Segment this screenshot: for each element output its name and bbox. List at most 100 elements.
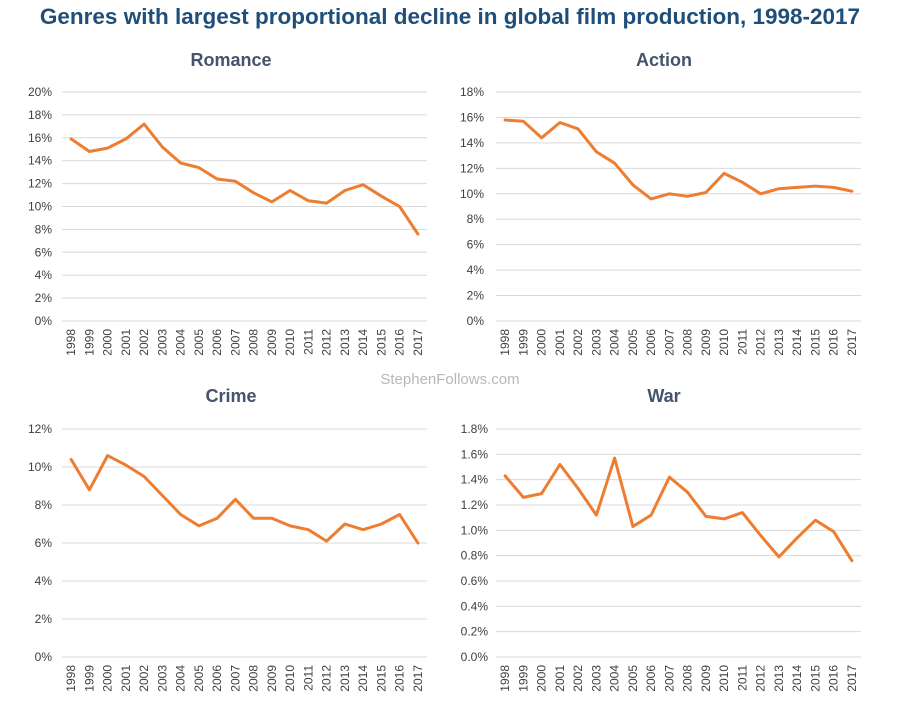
x-tick-label: 2009 bbox=[265, 329, 279, 356]
x-tick-label: 2005 bbox=[192, 665, 206, 692]
y-tick-label: 1.4% bbox=[461, 473, 489, 487]
x-tick-label: 2016 bbox=[827, 329, 841, 356]
y-tick-label: 14% bbox=[28, 154, 52, 168]
series-line bbox=[69, 454, 420, 545]
x-tick-label: 2015 bbox=[808, 665, 822, 692]
x-tick-label: 2001 bbox=[553, 329, 567, 356]
chart-title: War bbox=[647, 386, 680, 406]
y-tick-label: 20% bbox=[28, 85, 52, 99]
y-tick-label: 1.0% bbox=[461, 523, 489, 537]
x-tick-label: 2008 bbox=[681, 665, 695, 692]
x-tick-label: 1998 bbox=[498, 329, 512, 356]
x-tick-label: 2008 bbox=[247, 329, 261, 356]
x-tick-label: 2003 bbox=[155, 665, 169, 692]
chart-title: Romance bbox=[190, 50, 271, 70]
x-tick-label: 2015 bbox=[374, 665, 388, 692]
chart-crime: Crime 0% 2% 4% 6% 8% 10% 12% 1998 1999 2000 2001 200… bbox=[28, 386, 427, 692]
x-tick-label: 2017 bbox=[411, 329, 425, 356]
x-tick-label: 2005 bbox=[192, 329, 206, 356]
y-tick-label: 8% bbox=[35, 498, 53, 512]
x-tick-label: 1999 bbox=[82, 665, 96, 692]
y-tick-label: 0% bbox=[35, 650, 53, 664]
x-tick-label: 2016 bbox=[827, 665, 841, 692]
x-tick-label: 2004 bbox=[608, 665, 622, 692]
y-tick-label: 16% bbox=[28, 131, 52, 145]
y-tick-label: 1.6% bbox=[461, 447, 489, 461]
x-tick-label: 2014 bbox=[356, 665, 370, 692]
x-tick-label: 2002 bbox=[571, 329, 585, 356]
x-tick-label: 2006 bbox=[210, 665, 224, 692]
x-tick-label: 2013 bbox=[338, 329, 352, 356]
x-tick-label: 2012 bbox=[320, 329, 334, 356]
x-tick-label: 2004 bbox=[174, 665, 188, 692]
x-tick-label: 2013 bbox=[338, 665, 352, 692]
y-tick-label: 8% bbox=[35, 222, 53, 236]
x-tick-label: 2006 bbox=[644, 329, 658, 356]
y-tick-label: 2% bbox=[467, 289, 485, 303]
series-line bbox=[503, 118, 854, 201]
x-tick-label: 2007 bbox=[228, 329, 242, 356]
y-tick-label: 0.8% bbox=[461, 549, 489, 563]
x-tick-label: 2011 bbox=[735, 329, 749, 355]
x-tick-label: 2013 bbox=[772, 665, 786, 692]
y-tick-label: 6% bbox=[35, 536, 53, 550]
x-tick-label: 2012 bbox=[754, 665, 768, 692]
x-tick-label: 1998 bbox=[64, 329, 78, 356]
x-tick-label: 2014 bbox=[790, 329, 804, 356]
x-tick-label: 2001 bbox=[119, 665, 133, 692]
x-tick-label: 2008 bbox=[681, 329, 695, 356]
y-tick-label: 2% bbox=[35, 291, 53, 305]
x-tick-label: 1999 bbox=[82, 329, 96, 356]
x-tick-label: 2016 bbox=[393, 665, 407, 692]
x-tick-label: 2002 bbox=[137, 665, 151, 692]
x-tick-label: 2000 bbox=[101, 665, 115, 692]
x-tick-label: 2015 bbox=[374, 329, 388, 356]
y-tick-label: 16% bbox=[460, 110, 484, 124]
y-tick-label: 0.0% bbox=[461, 650, 489, 664]
y-tick-label: 18% bbox=[460, 85, 484, 99]
x-tick-label: 2017 bbox=[845, 329, 859, 356]
y-tick-label: 0.2% bbox=[461, 625, 489, 639]
y-tick-label: 6% bbox=[467, 238, 485, 252]
y-tick-label: 10% bbox=[460, 187, 484, 201]
x-tick-label: 2012 bbox=[320, 665, 334, 692]
x-tick-label: 2002 bbox=[571, 665, 585, 692]
x-tick-label: 2000 bbox=[535, 329, 549, 356]
x-tick-label: 2011 bbox=[301, 329, 315, 355]
y-tick-label: 12% bbox=[28, 177, 52, 191]
x-tick-label: 2014 bbox=[790, 665, 804, 692]
x-tick-label: 2013 bbox=[772, 329, 786, 356]
y-tick-label: 14% bbox=[460, 136, 484, 150]
x-tick-label: 2007 bbox=[228, 665, 242, 692]
x-tick-label: 2003 bbox=[155, 329, 169, 356]
series-line bbox=[69, 122, 420, 236]
y-tick-label: 0.4% bbox=[461, 599, 489, 613]
x-tick-label: 2010 bbox=[283, 329, 297, 356]
x-tick-label: 2017 bbox=[845, 665, 859, 692]
x-tick-label: 2007 bbox=[662, 665, 676, 692]
y-tick-label: 4% bbox=[467, 263, 485, 277]
x-tick-label: 2003 bbox=[589, 665, 603, 692]
x-tick-label: 2003 bbox=[589, 329, 603, 356]
y-tick-label: 4% bbox=[35, 574, 53, 588]
chart-action: Action 0% 2% 4% 6% 8% 10% 12% 14% 16% 18% 1998 1999 2… bbox=[460, 50, 861, 356]
x-tick-label: 2012 bbox=[754, 329, 768, 356]
x-tick-label: 2009 bbox=[265, 665, 279, 692]
x-tick-label: 2004 bbox=[174, 329, 188, 356]
x-tick-label: 2009 bbox=[699, 665, 713, 692]
x-tick-label: 1999 bbox=[516, 329, 530, 356]
x-tick-label: 2015 bbox=[808, 329, 822, 356]
y-tick-label: 12% bbox=[28, 422, 52, 436]
x-tick-label: 2006 bbox=[644, 665, 658, 692]
x-tick-label: 2010 bbox=[283, 665, 297, 692]
chart-war: War 0.0% 0.2% 0.4% 0.6% 0.8% 1.0% 1.2% 1.4% 1.6% 1… bbox=[461, 386, 861, 692]
x-tick-label: 2001 bbox=[553, 665, 567, 692]
series-line bbox=[503, 456, 854, 563]
y-tick-label: 2% bbox=[35, 612, 53, 626]
chart-title: Action bbox=[636, 50, 692, 70]
x-tick-label: 2010 bbox=[717, 665, 731, 692]
y-tick-label: 4% bbox=[35, 268, 53, 282]
x-tick-label: 2014 bbox=[356, 329, 370, 356]
x-tick-label: 2000 bbox=[101, 329, 115, 356]
